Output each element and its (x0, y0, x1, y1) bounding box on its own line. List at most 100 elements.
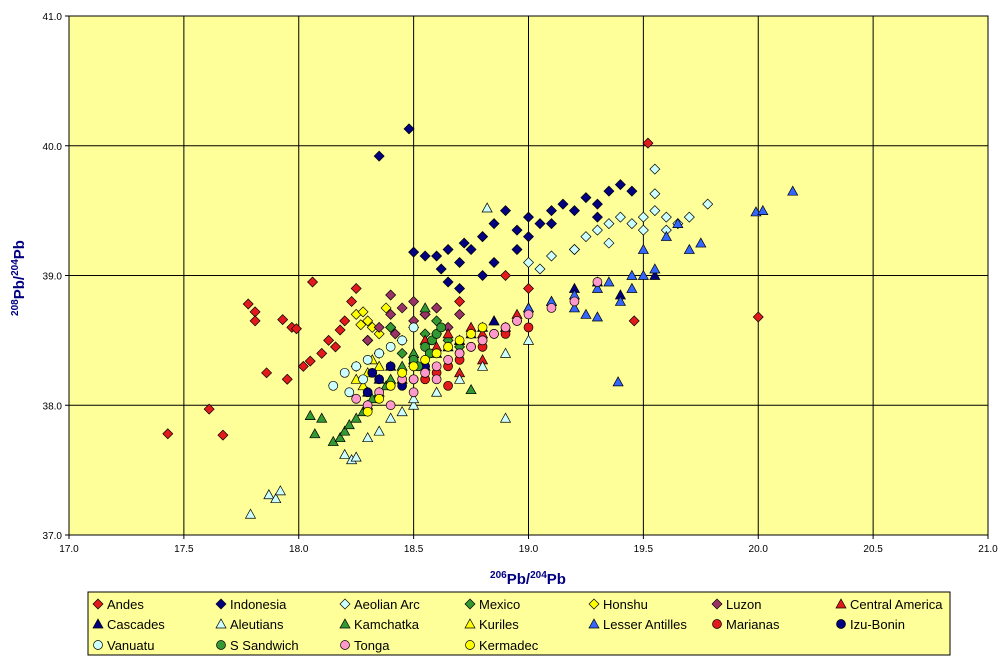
legend-box (87, 591, 951, 656)
data-point-aleutians (476, 360, 489, 371)
data-point-aleutians (350, 451, 362, 462)
data-point-tonga (466, 342, 476, 352)
data-point-tonga (523, 309, 534, 320)
legend-label-andes: Andes (107, 597, 144, 612)
data-point-luzon (389, 328, 401, 340)
data-point-indonesia (580, 192, 592, 204)
legend-item-tonga: Tonga (340, 638, 390, 653)
data-point-lesser-antilles (660, 230, 672, 241)
data-point-andes (339, 315, 351, 327)
data-point-vanuatu (408, 322, 419, 333)
series-lesser-antilles (522, 185, 799, 387)
data-point-izu-bonin (374, 374, 385, 385)
data-point-izu-bonin (362, 387, 373, 398)
data-point-aeolian-arc (534, 263, 546, 275)
legend-item-aleutians: Aleutians (215, 617, 284, 632)
legend-label-indonesia: Indonesia (230, 597, 287, 612)
data-point-lesser-antilles (591, 311, 604, 322)
x-tick-label: 17.5 (174, 544, 194, 555)
data-point-marianas (443, 380, 453, 391)
legend-item-kamchatka: Kamchatka (339, 617, 420, 632)
data-point-aeolian-arc (580, 231, 592, 243)
legend-marker-izu-bonin (836, 619, 846, 629)
data-point-kamchatka (465, 383, 477, 395)
data-point-aeolian-arc (568, 244, 580, 256)
legend-label-luzon: Luzon (726, 597, 761, 612)
legend-item-luzon: Luzon (711, 597, 761, 612)
legend-marker-vanuatu (93, 640, 103, 650)
data-point-andes (242, 298, 254, 310)
legend-item-vanuatu: Vanuatu (93, 638, 154, 653)
legend-label-tonga: Tonga (354, 638, 390, 653)
series-indonesia (373, 123, 638, 294)
data-point-luzon (396, 302, 408, 314)
data-point-indonesia (442, 244, 454, 256)
y-tick-label: 38.0 (43, 401, 63, 412)
data-point-kermadec (443, 342, 453, 352)
data-point-lesser-antilles (614, 295, 626, 306)
data-point-indonesia (419, 250, 431, 262)
legend-item-cascades: Cascades (92, 617, 165, 632)
data-point-andes (454, 295, 466, 307)
data-point-andes (642, 137, 654, 149)
data-point-aeolian-arc (649, 188, 661, 200)
data-point-indonesia (545, 205, 557, 217)
data-point-tonga (569, 296, 580, 307)
data-point-indonesia (591, 198, 603, 210)
data-point-indonesia (465, 244, 477, 256)
data-point-tonga (408, 374, 419, 385)
data-point-tonga (443, 354, 453, 365)
data-point-andes (346, 295, 358, 307)
legend-item-s-sandwich: S Sandwich (216, 638, 299, 653)
data-point-luzon (385, 308, 397, 320)
data-point-indonesia (373, 150, 385, 162)
data-point-indonesia (458, 237, 470, 249)
data-point-aleutians (453, 373, 466, 384)
legend-label-lesser-antilles: Lesser Antilles (603, 617, 687, 632)
data-point-lesser-antilles (568, 302, 581, 313)
data-point-aleutians (263, 489, 275, 500)
data-point-kuriles (357, 380, 369, 391)
data-point-indonesia (523, 231, 534, 243)
legend-marker-lesser-antilles (588, 618, 600, 629)
data-point-aeolian-arc (702, 198, 714, 210)
data-point-aleutians (408, 399, 420, 410)
legend-label-central-america: Central America (850, 597, 943, 612)
y-tick-label: 41.0 (43, 12, 63, 23)
legend-label-aleutians: Aleutians (230, 617, 284, 632)
legend-marker-aleutians (215, 618, 227, 629)
legend-marker-aeolian-arc (339, 598, 351, 610)
data-point-mexico (385, 321, 397, 333)
x-tick-label: 18.0 (289, 544, 309, 555)
data-point-tonga (431, 374, 442, 385)
data-point-andes (500, 270, 512, 281)
x-axis-ticks: 17.0 17.5 18.0 18.5 19.0 19.5 20.0 20.5 21.0 (59, 535, 998, 555)
data-point-aeolian-arc (626, 218, 638, 230)
data-point-vanuatu (339, 367, 350, 378)
data-point-vanuatu (385, 342, 396, 352)
data-point-s-sandwich (436, 322, 447, 333)
data-point-lesser-antilles (603, 276, 615, 287)
data-point-aeolian-arc (545, 250, 557, 262)
data-point-cascades (649, 269, 661, 280)
legend-marker-tonga (340, 640, 350, 650)
data-point-luzon (431, 302, 443, 314)
legend-item-aeolian-arc: Aeolian Arc (339, 597, 420, 612)
data-point-indonesia (568, 205, 580, 217)
data-point-andes (277, 314, 289, 326)
data-point-indonesia (454, 257, 466, 269)
y-tick-label: 39.0 (43, 272, 63, 283)
legend-marker-kuriles (464, 618, 476, 629)
data-point-kamchatka (304, 409, 316, 420)
data-point-lesser-antilles (626, 269, 638, 280)
legend-label-aeolian-arc: Aeolian Arc (354, 597, 420, 612)
data-point-aleutians (481, 202, 493, 213)
data-point-indonesia (477, 270, 489, 281)
data-point-aleutians (244, 508, 257, 519)
data-point-andes (752, 311, 764, 323)
data-point-kermadec (362, 406, 373, 417)
legend-item-andes: Andes (92, 597, 144, 612)
data-point-aeolian-arc (523, 257, 534, 269)
data-point-luzon (408, 295, 420, 307)
legend-marker-cascades (92, 618, 104, 629)
